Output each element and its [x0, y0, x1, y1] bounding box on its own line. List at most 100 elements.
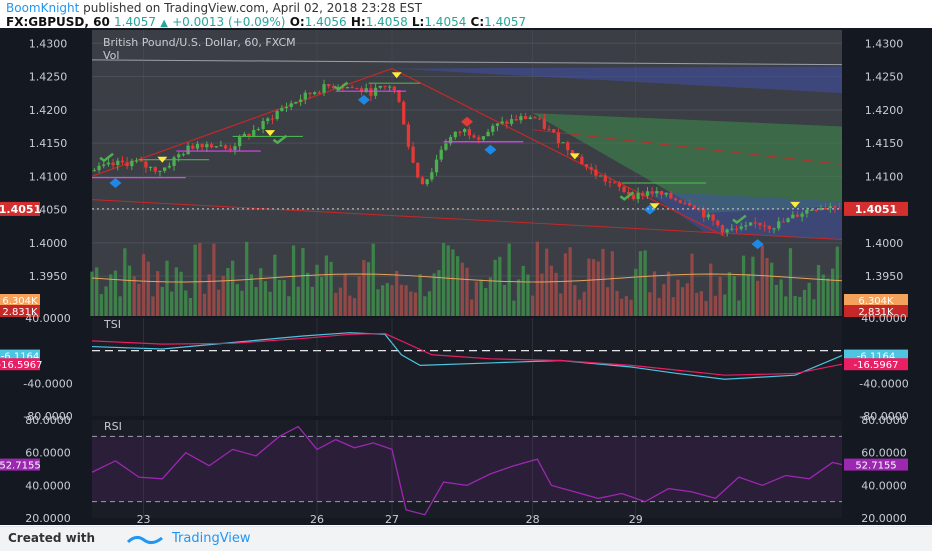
price-tick-right: 1.3950 — [865, 270, 904, 283]
candle-body — [814, 209, 818, 211]
time-tick: 27 — [385, 513, 399, 525]
volume-bar — [699, 291, 704, 316]
volume-bar — [830, 268, 835, 316]
buy-check-icon — [99, 152, 114, 163]
candle-body — [589, 167, 593, 170]
candle-body — [313, 92, 317, 95]
volume-bar — [498, 256, 502, 316]
candle-body — [725, 229, 729, 233]
rsi-tick-right: 80.0000 — [861, 414, 907, 427]
rsi-title: RSI — [104, 420, 122, 433]
volume-bar — [535, 241, 539, 316]
volume-bar — [202, 293, 207, 316]
candle-body — [336, 87, 340, 89]
volume-label: Vol — [103, 49, 119, 62]
candle-body — [533, 117, 537, 119]
candle-body — [247, 134, 251, 136]
volume-bar — [718, 276, 722, 316]
volume-bar — [727, 272, 732, 316]
volume-bar — [348, 295, 352, 316]
down-arrow-icon — [157, 156, 168, 163]
candle-body — [702, 208, 706, 218]
candle-body — [453, 131, 457, 138]
high-value: 1.4058 — [365, 15, 408, 29]
volume-bar — [643, 250, 647, 316]
last-price-badge-right — [844, 201, 908, 216]
volume-label-left: 6.304K — [2, 296, 38, 307]
down-arrow-icon — [569, 153, 580, 160]
volume-bar — [709, 263, 713, 316]
tsi-series-line — [91, 332, 843, 380]
buy-check-icon — [732, 214, 747, 225]
volume-bar — [526, 274, 530, 316]
candle-body — [327, 84, 331, 87]
volume-bar — [741, 255, 746, 316]
volume-bar — [559, 293, 563, 316]
candle-body — [547, 128, 551, 130]
volume-bar — [751, 256, 755, 316]
candle-body — [805, 209, 809, 214]
buy-check-icon — [333, 81, 349, 92]
candle-body — [275, 111, 279, 119]
candle-body — [716, 220, 720, 226]
down-arrow-icon — [391, 72, 402, 79]
rsi-tick-right: 40.0000 — [861, 479, 907, 492]
price-tick-left: 1.4200 — [29, 104, 68, 117]
volume-bar — [146, 261, 150, 316]
author-link[interactable]: BoomKnight — [6, 1, 80, 15]
candle-body — [434, 159, 439, 173]
up-arrow-icon: ▲ — [160, 18, 168, 29]
tsi-tick-right: -40.0000 — [859, 377, 908, 390]
volume-bar — [263, 281, 268, 316]
price-pane: 1.4300 1.4300 1.4250 1.4250 1.4200 1.4200 1.41… — [0, 30, 908, 318]
rsi-badge-left — [0, 458, 40, 471]
candle-body — [734, 228, 739, 230]
candle-body — [669, 192, 673, 199]
tradingview-link[interactable]: TradingView — [172, 531, 251, 546]
volume-bar — [507, 243, 511, 316]
candle-body — [580, 156, 584, 165]
candle-body — [641, 192, 645, 196]
volume-bar — [779, 279, 783, 316]
chart-canvas[interactable]: 1.4300 1.4300 1.4250 1.4250 1.4200 1.4200 1.41… — [0, 28, 932, 525]
tsi-tick-left: -80.0000 — [23, 410, 72, 423]
rsi-badge-right — [844, 458, 908, 471]
candle-body — [463, 129, 467, 133]
candle-body — [730, 228, 734, 230]
volume-bar — [245, 241, 249, 316]
candle-body — [608, 181, 612, 183]
candle-body — [223, 145, 228, 149]
tsi-badge-left — [0, 358, 40, 371]
candle-body — [416, 162, 420, 178]
candle-body — [195, 143, 200, 149]
volume-bar — [802, 289, 807, 316]
candle-body — [261, 121, 265, 130]
volume-bar — [249, 274, 254, 316]
volume-bar — [357, 276, 361, 316]
symbol-info: FX:GBPUSD, 60 1.4057 ▲ +0.0013 (+0.09%) … — [6, 15, 527, 29]
candle-body — [355, 88, 359, 90]
published-text: published on TradingView.com, April 02, … — [83, 1, 423, 15]
volume-bar — [737, 300, 741, 316]
symbol[interactable]: FX:GBPUSD, 60 — [6, 15, 110, 29]
blue-diamond-icon — [751, 239, 764, 250]
volume-badge-left — [0, 294, 40, 306]
price-tick-right: 1.4250 — [865, 71, 904, 84]
candle-body — [622, 186, 626, 193]
volume-bar — [605, 287, 610, 316]
candle-body — [345, 87, 350, 89]
candle-body — [753, 222, 757, 224]
candle-body — [509, 119, 514, 124]
volume-bar — [690, 253, 694, 316]
candle-body — [191, 145, 195, 149]
candle-body — [280, 108, 284, 112]
volume-bar — [118, 296, 122, 316]
volume-bar — [216, 289, 221, 316]
price-tick-left: 1.4000 — [29, 237, 68, 250]
volume-bar — [765, 257, 769, 316]
candle-body — [744, 225, 748, 227]
candle-body — [673, 198, 678, 201]
tsi-value-label-left: -6.1164 — [1, 352, 40, 363]
candle-body — [284, 106, 289, 109]
created-with-text: Created with — [8, 531, 96, 545]
